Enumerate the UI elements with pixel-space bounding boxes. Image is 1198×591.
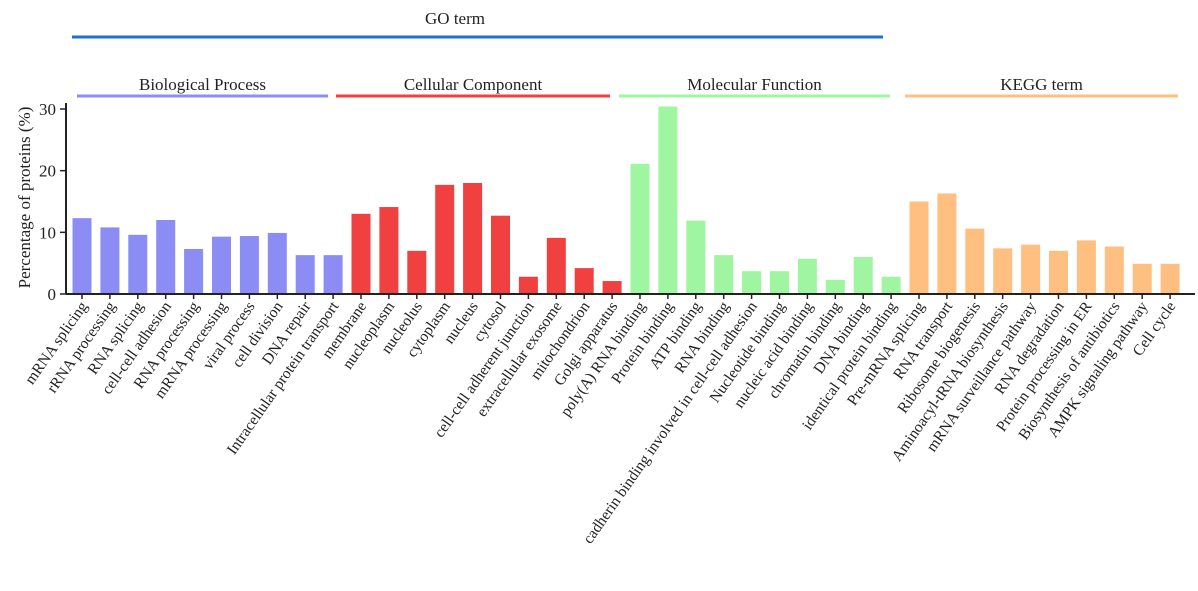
bar <box>797 258 817 294</box>
bar <box>574 268 594 294</box>
group-headers: GO term Biological Process Cellular Compon… <box>72 9 1178 98</box>
bar <box>491 215 510 294</box>
bar <box>825 279 845 294</box>
axes: 0 10 20 30 Percentage of proteins (%) <box>15 100 1195 304</box>
bar <box>100 227 120 294</box>
group-label-molecular-function: Molecular Function <box>687 75 822 94</box>
bar <box>323 255 343 294</box>
y-tick-label: 0 <box>48 285 57 304</box>
bar <box>351 213 371 294</box>
bar <box>909 201 929 294</box>
bar <box>1132 263 1152 294</box>
bar <box>770 271 789 294</box>
bar <box>407 250 427 294</box>
bar <box>1104 246 1124 294</box>
group-label-kegg-term: KEGG term <box>1000 75 1083 94</box>
bar <box>1021 244 1041 294</box>
group-label-cellular-component: Cellular Component <box>404 75 543 94</box>
y-axis-label: Percentage of proteins (%) <box>15 107 34 289</box>
bar <box>937 193 957 294</box>
bars <box>72 106 1180 295</box>
bar <box>658 106 678 295</box>
bar <box>965 228 985 294</box>
bar <box>295 255 315 294</box>
y-tick-label: 30 <box>39 100 56 119</box>
bar <box>379 207 399 294</box>
bar <box>881 276 901 294</box>
bar <box>630 163 650 294</box>
bar <box>686 220 706 294</box>
y-tick-label: 20 <box>39 162 56 181</box>
bar <box>853 257 873 294</box>
group-label-biological-process: Biological Process <box>139 75 266 94</box>
bar <box>742 271 762 294</box>
bar <box>435 184 455 294</box>
bar <box>156 220 176 294</box>
bar <box>128 234 148 294</box>
y-tick-label: 10 <box>39 223 56 242</box>
bar <box>1049 250 1068 294</box>
bar <box>518 276 538 294</box>
bar <box>239 236 259 294</box>
go-term-label: GO term <box>425 9 485 28</box>
bar <box>212 236 231 294</box>
bar <box>1076 240 1096 294</box>
bar <box>714 255 734 294</box>
bar <box>602 281 622 294</box>
bar <box>184 248 204 294</box>
bar <box>463 183 483 294</box>
bar <box>267 232 287 294</box>
bar <box>993 248 1013 294</box>
bar <box>546 237 566 294</box>
bar <box>72 218 92 294</box>
bar <box>1160 263 1180 294</box>
